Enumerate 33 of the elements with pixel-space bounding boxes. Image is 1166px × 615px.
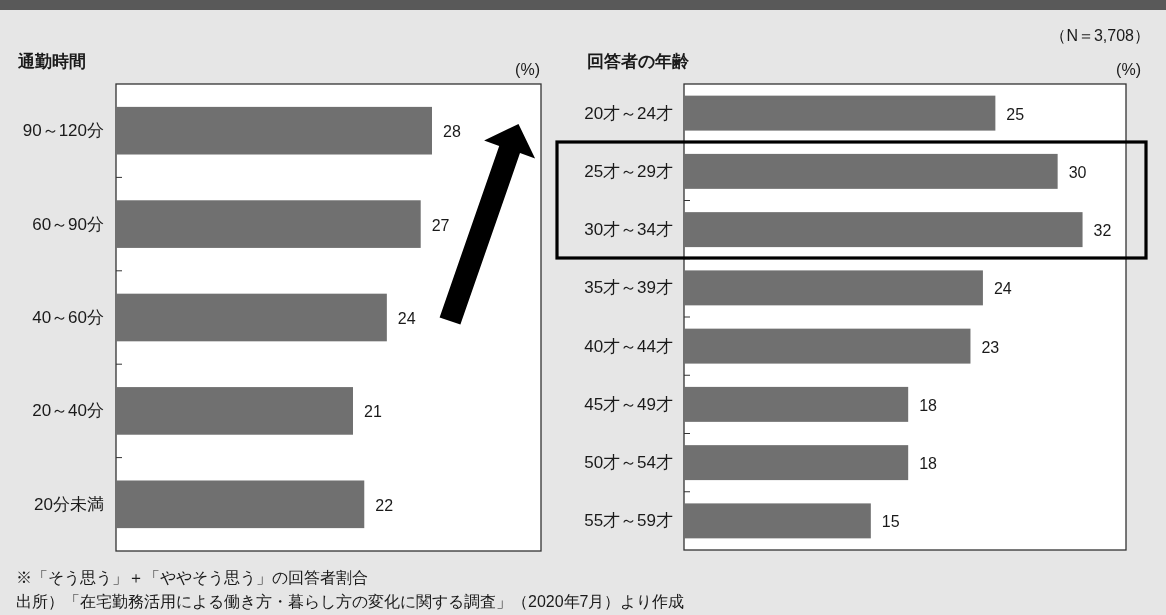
data-label: 24 xyxy=(397,310,416,327)
y-tick-label: 20分未満 xyxy=(34,494,104,514)
x-axis-title: (%) xyxy=(1116,60,1141,78)
y-tick-label: 20才～24才 xyxy=(584,103,673,123)
text: 出所）「在宅勤務活用による働き方・暮らし方の変化に関する調査」（2020年7月）より作成 xyxy=(16,592,685,610)
data-label: 24 xyxy=(993,280,1012,298)
data-label: 18 xyxy=(919,396,938,414)
y-tick-label: 50才～54才 xyxy=(584,453,673,473)
y-tick-label: 90～120分 xyxy=(22,121,104,141)
chart-title: 通勤時間 xyxy=(17,51,86,71)
y-tick-label: 60～90分 xyxy=(32,214,104,234)
y-tick-label: 55才～59才 xyxy=(584,511,673,531)
data-label: 30 xyxy=(1068,163,1087,181)
y-tick-label: 40才～44才 xyxy=(584,336,673,356)
data-label: 23 xyxy=(981,338,1000,356)
y-tick-label: 40～60分 xyxy=(32,308,104,327)
data-label: 15 xyxy=(881,513,900,531)
chart-title: 回答者の年齢 xyxy=(587,51,690,71)
y-tick-label: 20～40分 xyxy=(32,401,104,421)
x-axis-title: (%) xyxy=(515,60,540,78)
y-tick-label: 35才～39才 xyxy=(584,278,673,298)
y-tick-label: 25才～29才 xyxy=(584,161,673,181)
text: （N＝3,708） xyxy=(1050,26,1150,44)
data-label: 18 xyxy=(919,455,938,473)
y-tick-label: 45才～49才 xyxy=(584,394,673,414)
data-label: 22 xyxy=(375,496,394,514)
data-label: 25 xyxy=(1006,105,1025,123)
data-label: 32 xyxy=(1093,222,1112,240)
y-tick-label: 30才～34才 xyxy=(584,220,673,240)
data-label: 28 xyxy=(442,123,461,141)
data-label: 21 xyxy=(363,403,382,421)
text: ※「そう思う」＋「ややそう思う」の回答者割合 xyxy=(16,568,368,587)
data-label: 27 xyxy=(431,216,450,234)
